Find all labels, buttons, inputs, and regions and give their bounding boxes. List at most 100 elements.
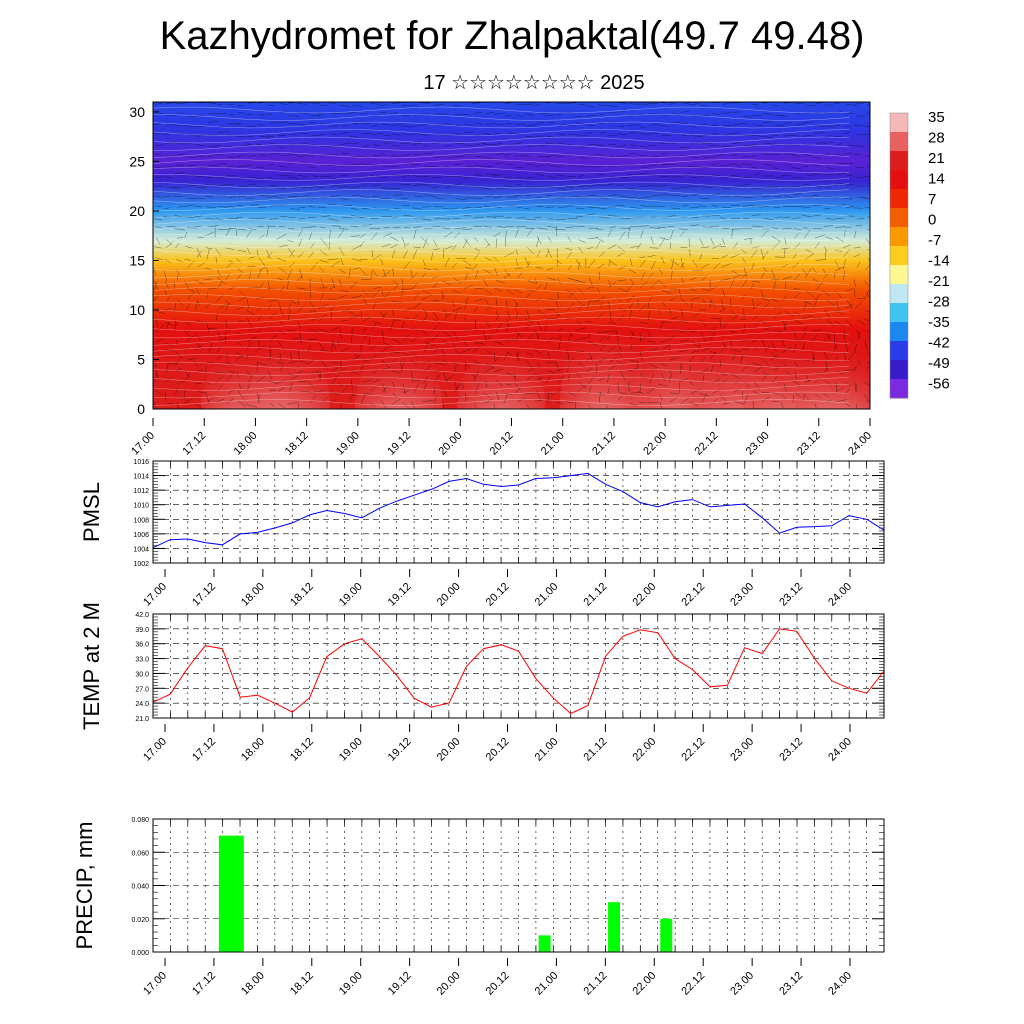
wind-barb	[310, 243, 315, 249]
wind-barb	[153, 268, 156, 276]
wind-barb	[781, 338, 786, 348]
wind-barb	[680, 262, 685, 268]
wind-barb	[515, 226, 527, 228]
wind-barb	[472, 373, 476, 380]
wind-barb	[451, 262, 457, 269]
wind-barb	[485, 333, 493, 343]
wind-barb	[670, 187, 682, 190]
wind-barb	[215, 256, 218, 264]
wind-barb	[824, 334, 832, 341]
wind-barb	[598, 377, 605, 382]
wind-barb	[472, 102, 481, 104]
wind-barb	[331, 340, 337, 350]
colorbar-label: 7	[928, 191, 936, 208]
wind-barb	[195, 287, 201, 296]
wind-barb	[626, 295, 635, 302]
wind-barb	[422, 218, 432, 221]
wind-barb	[224, 273, 231, 281]
wind-barb	[701, 274, 708, 281]
wind-barb	[802, 332, 806, 340]
wind-barb	[299, 217, 306, 220]
wind-barb	[730, 339, 733, 348]
wind-barb	[805, 373, 810, 382]
wind-barb	[792, 155, 801, 157]
wind-barb	[194, 360, 199, 368]
wind-barb	[854, 247, 861, 249]
wind-barb	[391, 358, 397, 364]
wind-barb	[719, 154, 726, 156]
wind-barb	[680, 339, 689, 342]
wind-barb	[494, 368, 503, 372]
wind-barb	[576, 216, 583, 218]
wind-barb	[598, 216, 610, 219]
wind-barb	[713, 155, 722, 157]
wind-barb	[513, 299, 519, 307]
temp-x-tick-label: 19.00	[337, 736, 365, 764]
wind-barb	[575, 298, 582, 304]
wind-barb	[836, 301, 840, 312]
wind-barb	[195, 125, 206, 128]
section-x-tick-label: 20.12	[488, 430, 516, 458]
wind-barb	[493, 232, 501, 237]
wind-barb	[534, 372, 542, 382]
wind-barb	[609, 194, 618, 196]
wind-barb	[444, 313, 452, 319]
wind-barb	[228, 123, 239, 125]
wind-barb	[350, 235, 360, 237]
wind-barb	[289, 375, 298, 381]
wind-barb	[248, 256, 255, 259]
wind-barb	[431, 281, 439, 289]
wind-barb	[701, 263, 709, 269]
temp-x-tick-label: 23.00	[728, 736, 756, 764]
wind-barb	[772, 154, 781, 156]
wind-barb	[558, 206, 569, 208]
wind-barb	[331, 326, 340, 331]
wind-barb	[853, 254, 861, 258]
wind-barb	[422, 400, 434, 402]
wind-barb	[361, 163, 370, 165]
pmsl-x-tick-label: 19.12	[386, 581, 414, 609]
isotherm	[153, 339, 850, 346]
wind-barb	[442, 248, 445, 259]
chart-title: Kazhydromet for Zhalpaktal(49.7 49.48)	[159, 14, 865, 58]
wind-barb	[341, 384, 349, 394]
wind-barb	[825, 125, 836, 128]
wind-barb	[516, 206, 523, 209]
wind-barb	[444, 186, 451, 189]
wind-barb	[393, 194, 404, 196]
wind-barb	[239, 290, 247, 298]
wind-barb	[154, 103, 163, 105]
wind-barb	[823, 350, 829, 360]
wind-barb	[526, 227, 534, 237]
wind-barb	[784, 322, 787, 331]
colorbar-swatch	[890, 227, 908, 247]
wind-barb	[608, 321, 616, 324]
wind-barb	[431, 252, 433, 261]
wind-barb	[461, 381, 464, 389]
wind-barb	[473, 111, 483, 114]
isotherm	[153, 316, 850, 324]
wind-barb	[227, 373, 234, 381]
wind-barb	[391, 370, 401, 374]
wind-barb	[177, 153, 187, 156]
wind-barb	[843, 132, 850, 134]
wind-barb	[442, 293, 444, 301]
wind-barb	[205, 247, 213, 250]
wind-barb	[173, 196, 183, 198]
wind-barb	[589, 352, 593, 362]
wind-barb	[700, 367, 709, 374]
wind-barb	[454, 311, 458, 320]
wind-barb	[774, 176, 785, 179]
section-y-tick-label: 30	[129, 104, 145, 120]
wind-barb	[393, 284, 399, 290]
wind-barb	[464, 176, 472, 179]
wind-barb	[453, 133, 461, 135]
wind-barb	[566, 317, 575, 320]
wind-barb	[784, 248, 786, 258]
wind-barb	[462, 228, 473, 230]
wind-barb	[639, 146, 648, 148]
wind-barb	[514, 373, 516, 382]
wind-barb	[277, 165, 287, 168]
wind-barb	[393, 207, 402, 210]
wind-barb	[846, 352, 855, 362]
